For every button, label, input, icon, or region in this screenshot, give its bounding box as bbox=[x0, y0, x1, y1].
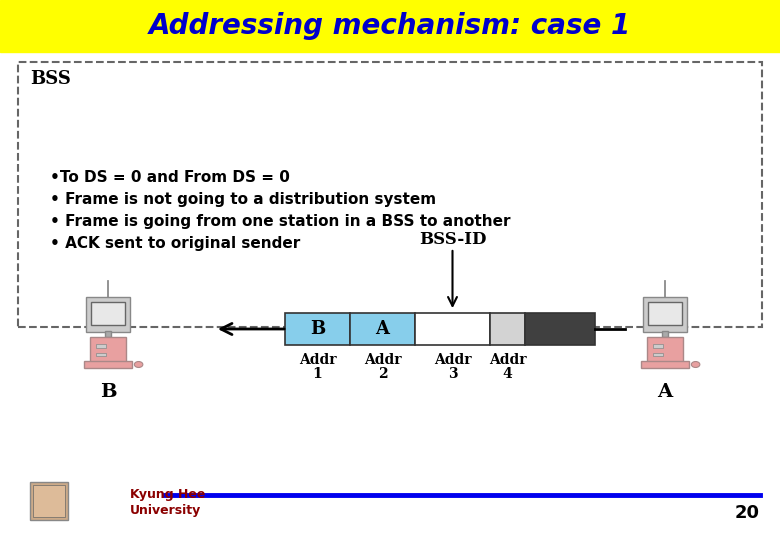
Bar bbox=[641, 361, 689, 368]
Text: A: A bbox=[375, 320, 389, 338]
Bar bbox=[0, 0, 780, 52]
Bar bbox=[415, 313, 490, 345]
Bar bbox=[490, 313, 525, 345]
Text: 1: 1 bbox=[313, 367, 322, 381]
Text: 2: 2 bbox=[378, 367, 388, 381]
Text: • ACK sent to original sender: • ACK sent to original sender bbox=[50, 236, 300, 251]
Text: Kyung Hee
University: Kyung Hee University bbox=[130, 488, 205, 517]
Bar bbox=[653, 344, 663, 348]
Bar bbox=[33, 485, 65, 517]
Ellipse shape bbox=[134, 361, 143, 368]
Bar bbox=[648, 302, 682, 326]
Bar bbox=[350, 313, 415, 345]
Text: A: A bbox=[658, 383, 672, 401]
Text: 3: 3 bbox=[448, 367, 457, 381]
Bar bbox=[86, 296, 130, 332]
Bar bbox=[84, 361, 132, 368]
Text: • Frame is going from one station in a BSS to another: • Frame is going from one station in a B… bbox=[50, 214, 510, 229]
Text: • Frame is not going to a distribution system: • Frame is not going to a distribution s… bbox=[50, 192, 436, 207]
Bar bbox=[105, 330, 112, 338]
Bar bbox=[525, 313, 595, 345]
Bar bbox=[96, 344, 106, 348]
Bar bbox=[647, 338, 682, 363]
Bar bbox=[661, 330, 668, 338]
Text: •To DS = 0 and From DS = 0: •To DS = 0 and From DS = 0 bbox=[50, 170, 290, 185]
Bar bbox=[18, 62, 762, 327]
Bar bbox=[30, 482, 68, 520]
Text: BSS-ID: BSS-ID bbox=[419, 231, 486, 248]
Text: 4: 4 bbox=[502, 367, 512, 381]
Text: Addr: Addr bbox=[434, 353, 471, 367]
Ellipse shape bbox=[691, 361, 700, 368]
Bar bbox=[653, 353, 663, 356]
Bar bbox=[91, 302, 125, 326]
Text: B: B bbox=[310, 320, 325, 338]
Bar bbox=[96, 353, 106, 356]
Bar bbox=[285, 313, 350, 345]
Text: 20: 20 bbox=[735, 504, 760, 522]
Bar bbox=[90, 338, 126, 363]
Text: B: B bbox=[100, 383, 116, 401]
Text: BSS: BSS bbox=[30, 70, 71, 88]
Text: Addressing mechanism: case 1: Addressing mechanism: case 1 bbox=[149, 12, 631, 40]
Text: Addr: Addr bbox=[363, 353, 401, 367]
Text: Addr: Addr bbox=[489, 353, 526, 367]
Text: Addr: Addr bbox=[299, 353, 336, 367]
Bar bbox=[643, 296, 687, 332]
